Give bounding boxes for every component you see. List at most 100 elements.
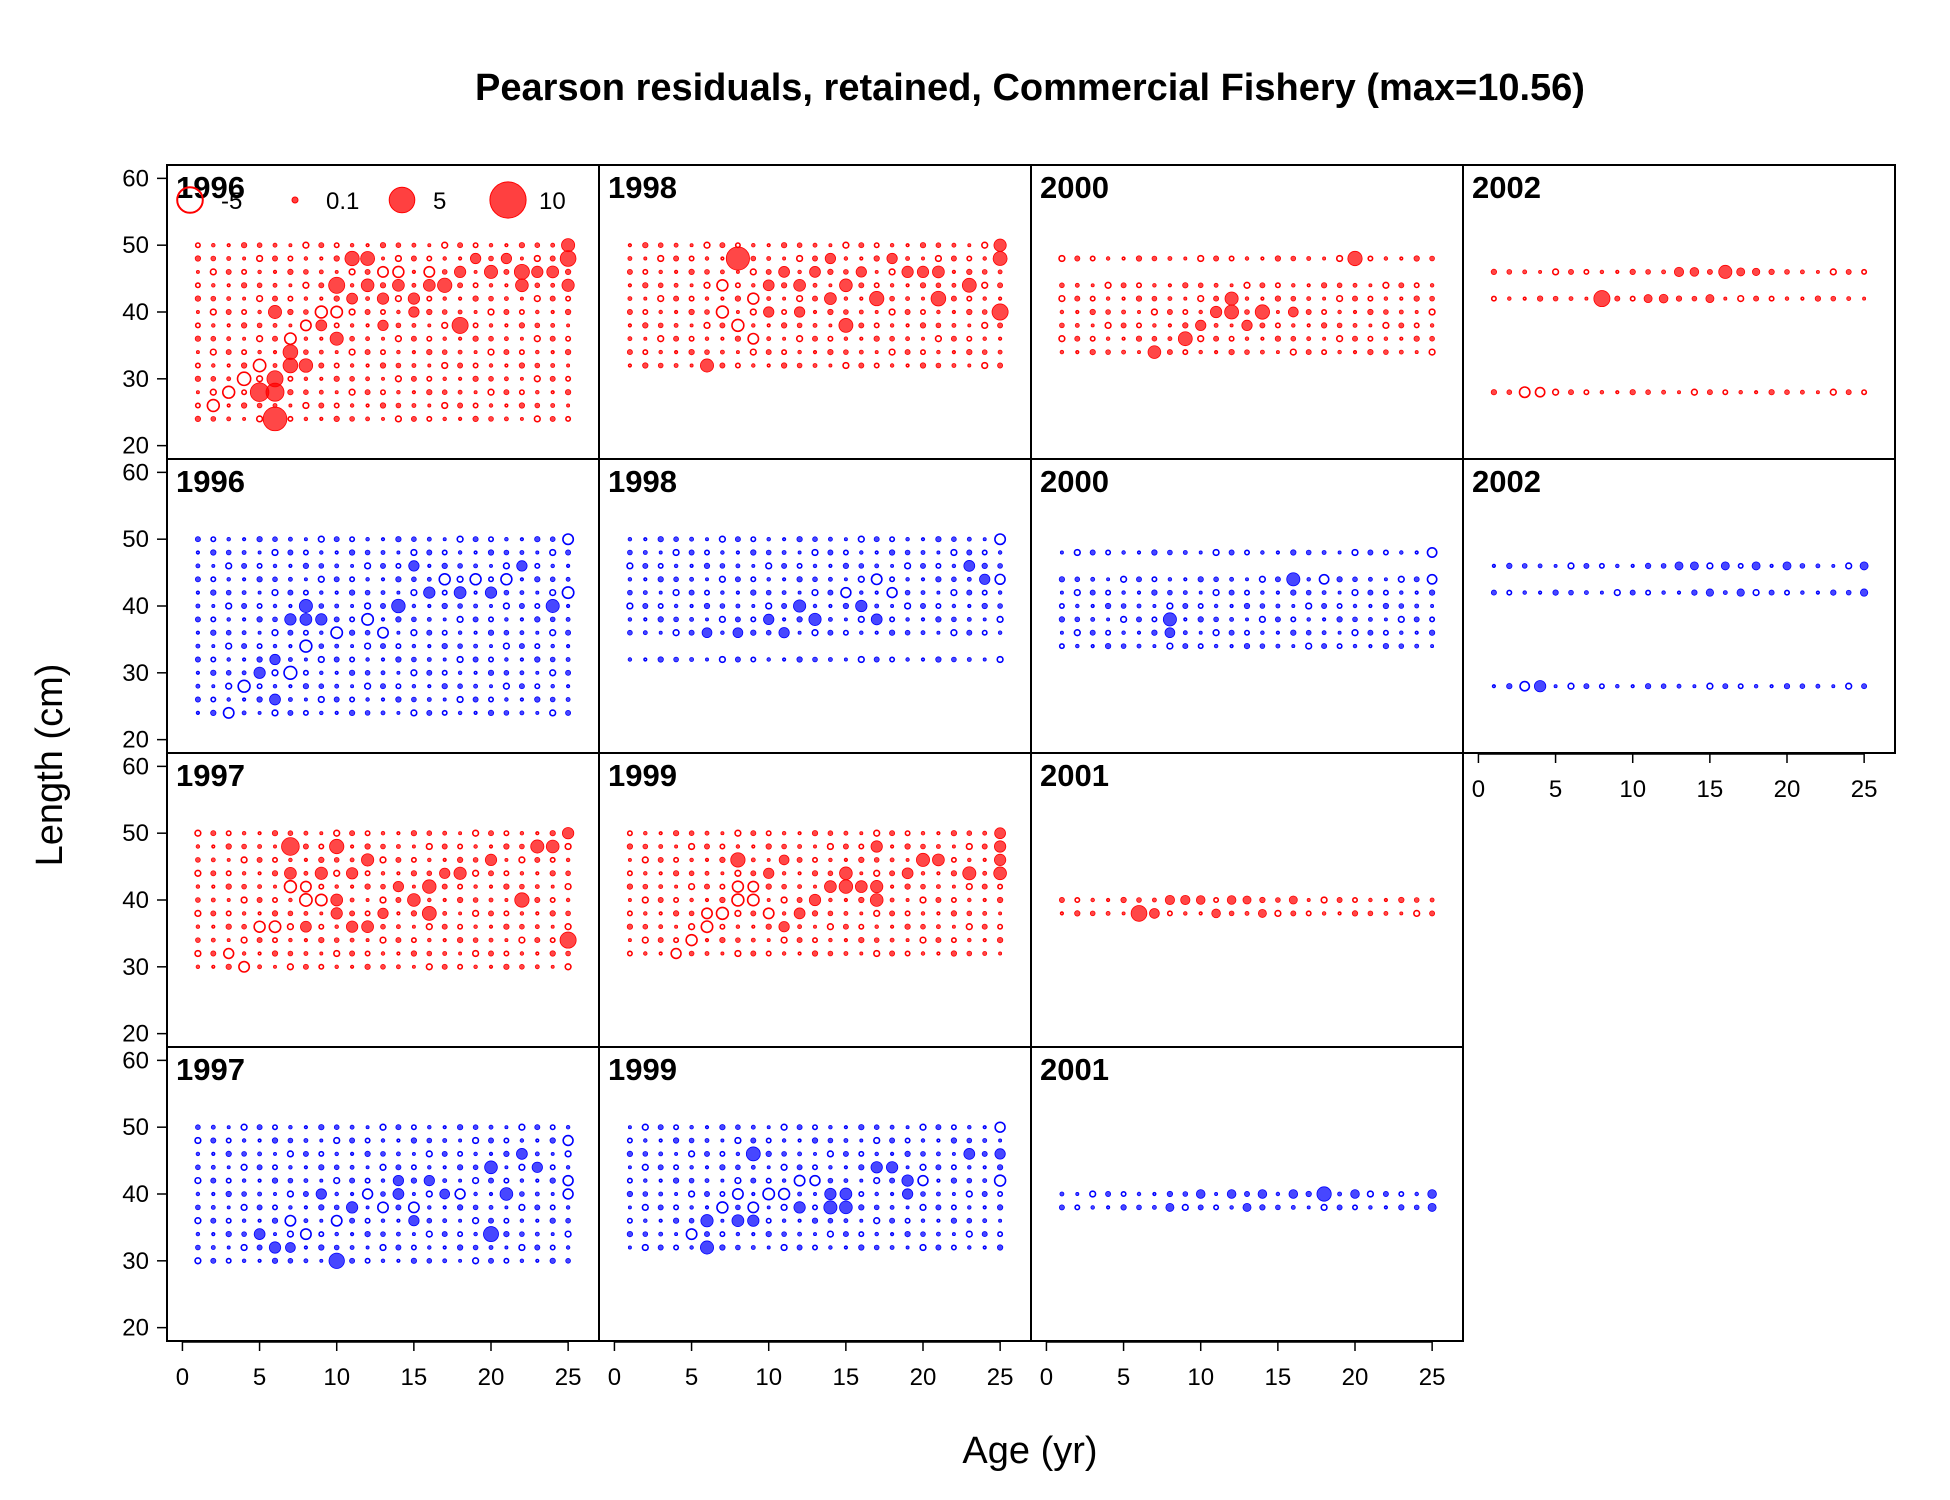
- grid-point: [534, 1204, 541, 1211]
- grid-point: [982, 336, 987, 341]
- grid-point: [1137, 350, 1141, 355]
- grid-point: [688, 1177, 695, 1184]
- grid-point: [1321, 603, 1328, 609]
- grid-point: [688, 549, 695, 556]
- grid-point: [935, 362, 942, 369]
- grid-point: [365, 577, 370, 582]
- grid-point: [473, 390, 478, 395]
- residual-bubble: [376, 1201, 389, 1214]
- grid-point: [348, 268, 356, 276]
- residual-bubble: [762, 1187, 776, 1201]
- grid-point: [394, 375, 403, 383]
- grid-point: [828, 283, 833, 288]
- grid-point: [472, 402, 479, 409]
- grid-point: [210, 857, 216, 863]
- grid-point: [689, 657, 695, 662]
- grid-point: [441, 349, 448, 355]
- grid-point: [981, 629, 988, 636]
- residual-bubble: [994, 533, 1007, 546]
- grid-point: [334, 670, 339, 675]
- grid-point: [488, 1191, 494, 1197]
- residual-bubble: [439, 1188, 451, 1200]
- grid-point: [672, 548, 680, 557]
- grid-point: [982, 1245, 987, 1250]
- grid-point: [781, 617, 787, 622]
- grid-point: [334, 350, 339, 355]
- grid-point: [626, 843, 634, 850]
- grid-point: [533, 254, 541, 263]
- grid-point: [518, 308, 525, 316]
- grid-point: [211, 563, 216, 568]
- grid-point: [287, 415, 294, 422]
- grid-point: [380, 1138, 386, 1143]
- grid-point: [487, 629, 495, 636]
- grid-point: [427, 243, 432, 248]
- grid-point: [751, 363, 756, 368]
- grid-point: [766, 898, 771, 902]
- grid-point: [658, 831, 663, 836]
- grid-point: [1490, 268, 1498, 275]
- residual-bubble: [731, 1214, 745, 1228]
- grid-point: [673, 1244, 680, 1251]
- grid-point: [781, 1218, 787, 1223]
- grid-point: [256, 937, 263, 944]
- grid-point: [210, 629, 217, 636]
- grid-point: [734, 869, 742, 877]
- grid-point: [472, 536, 479, 543]
- grid-point: [812, 309, 818, 315]
- grid-point: [1274, 616, 1281, 623]
- residual-bubble: [253, 666, 266, 679]
- residual-bubble: [824, 292, 837, 305]
- grid-point: [1105, 309, 1111, 315]
- grid-point: [427, 563, 432, 569]
- grid-point: [1398, 1204, 1405, 1211]
- residual-bubble: [1518, 386, 1531, 399]
- grid-point: [504, 323, 509, 328]
- grid-point: [472, 282, 479, 289]
- grid-point: [473, 310, 478, 314]
- grid-point: [194, 616, 201, 623]
- grid-point: [797, 1151, 803, 1157]
- grid-point: [950, 295, 957, 302]
- grid-point: [195, 269, 200, 274]
- grid-point: [704, 830, 710, 836]
- residual-bubble: [562, 533, 575, 546]
- grid-point: [1383, 577, 1388, 582]
- grid-point: [488, 283, 494, 288]
- residual-bubble: [516, 1148, 528, 1160]
- grid-point: [364, 309, 371, 315]
- grid-point: [781, 883, 787, 890]
- residual-bubble: [808, 612, 822, 626]
- grid-point: [920, 1138, 926, 1143]
- grid-point: [967, 937, 972, 943]
- grid-point: [874, 550, 879, 555]
- grid-point: [1429, 255, 1435, 262]
- grid-point: [225, 602, 233, 610]
- grid-point: [935, 897, 942, 903]
- residual-bubble: [514, 892, 530, 908]
- grid-point: [951, 350, 957, 355]
- grid-point: [734, 576, 741, 583]
- grid-point: [318, 843, 325, 850]
- grid-point: [705, 537, 709, 542]
- grid-point: [287, 697, 293, 702]
- grid-point: [503, 843, 510, 850]
- grid-point: [1490, 295, 1497, 302]
- grid-point: [1675, 295, 1683, 302]
- grid-point: [1799, 389, 1805, 395]
- grid-point: [1121, 590, 1126, 595]
- grid-point: [241, 603, 248, 609]
- grid-point: [704, 951, 710, 956]
- residual-bubble: [376, 292, 390, 305]
- grid-point: [813, 1232, 817, 1237]
- grid-point: [302, 1191, 309, 1197]
- grid-point: [812, 295, 818, 302]
- grid-point: [1645, 562, 1652, 570]
- grid-point: [241, 630, 247, 636]
- grid-point: [549, 896, 556, 904]
- grid-point: [364, 870, 371, 877]
- residual-bubble: [299, 1228, 312, 1241]
- residual-bubble: [530, 839, 545, 854]
- grid-point: [719, 843, 726, 850]
- grid-point: [642, 282, 649, 289]
